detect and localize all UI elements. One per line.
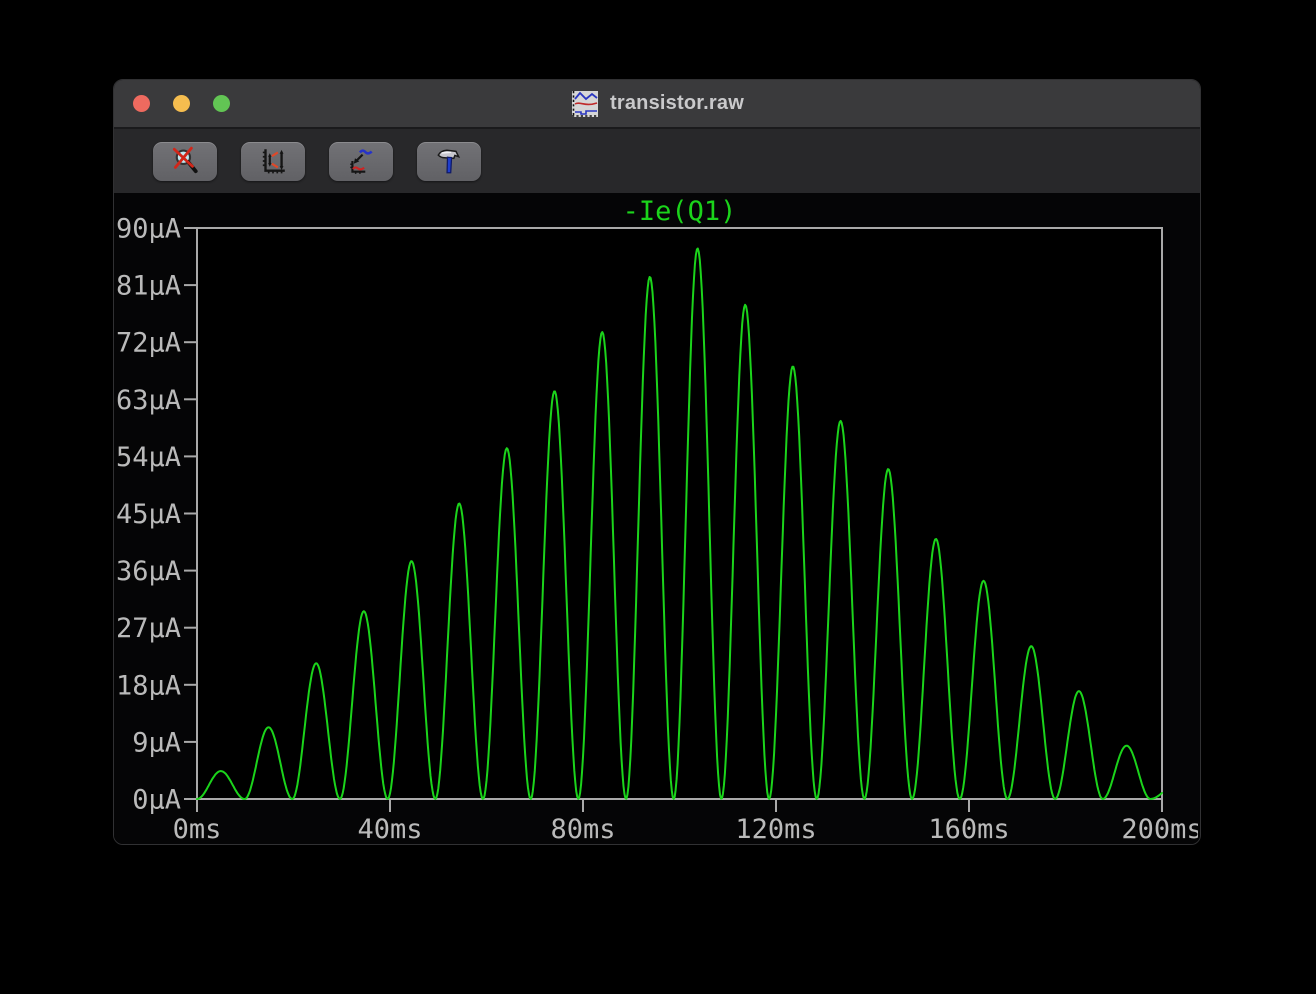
zoom-cancel-button[interactable] xyxy=(153,142,217,181)
hammer-tools-button[interactable] xyxy=(417,142,481,181)
window-title: transistor.raw xyxy=(610,92,744,115)
x-tick-label: 160ms xyxy=(928,814,1009,844)
y-tick-label: 90µA xyxy=(116,213,181,244)
plot-area[interactable]: 0µA 9µA 18µA 27µA 36µA 45µA 54µA 63µA 72µA 81µA 90… xyxy=(114,193,1198,844)
desktop-background: transistor.raw xyxy=(0,0,1316,994)
y-tick-label: 27µA xyxy=(116,613,181,644)
y-tick-label: 0µA xyxy=(132,784,181,815)
autoscale-axes-icon xyxy=(258,146,288,176)
titlebar[interactable]: transistor.raw xyxy=(114,80,1200,129)
x-tick-label: 40ms xyxy=(357,814,422,844)
toolbar xyxy=(114,129,1200,193)
x-tick-label: 0ms xyxy=(173,814,222,844)
add-plot-trace-button[interactable] xyxy=(329,142,393,181)
y-tick-label: 9µA xyxy=(132,727,181,758)
x-tick-label: 80ms xyxy=(550,814,615,844)
y-tick-label: 18µA xyxy=(116,670,181,701)
y-tick-label: 54µA xyxy=(116,442,181,473)
y-tick-label: 81µA xyxy=(116,271,181,302)
x-tick-label: 200ms xyxy=(1121,814,1198,844)
x-tick-label: 120ms xyxy=(735,814,816,844)
add-plot-trace-icon xyxy=(346,146,376,176)
y-tick-label: 72µA xyxy=(116,328,181,359)
y-tick-label: 45µA xyxy=(116,499,181,530)
waveform-viewer-window: transistor.raw xyxy=(113,79,1201,845)
autoscale-axes-button[interactable] xyxy=(241,142,305,181)
y-tick-label: 63µA xyxy=(116,385,181,416)
hammer-tools-icon xyxy=(434,146,464,176)
waveform-thumbnail-icon xyxy=(570,89,600,119)
y-tick-label: 36µA xyxy=(116,556,181,587)
trace-legend-label: -Ie(Q1) xyxy=(623,196,737,227)
zoom-cancel-icon xyxy=(170,146,200,176)
title-group: transistor.raw xyxy=(114,80,1200,127)
plot-region: 0µA 9µA 18µA 27µA 36µA 45µA 54µA 63µA 72µA 81µA 90… xyxy=(114,193,1200,844)
